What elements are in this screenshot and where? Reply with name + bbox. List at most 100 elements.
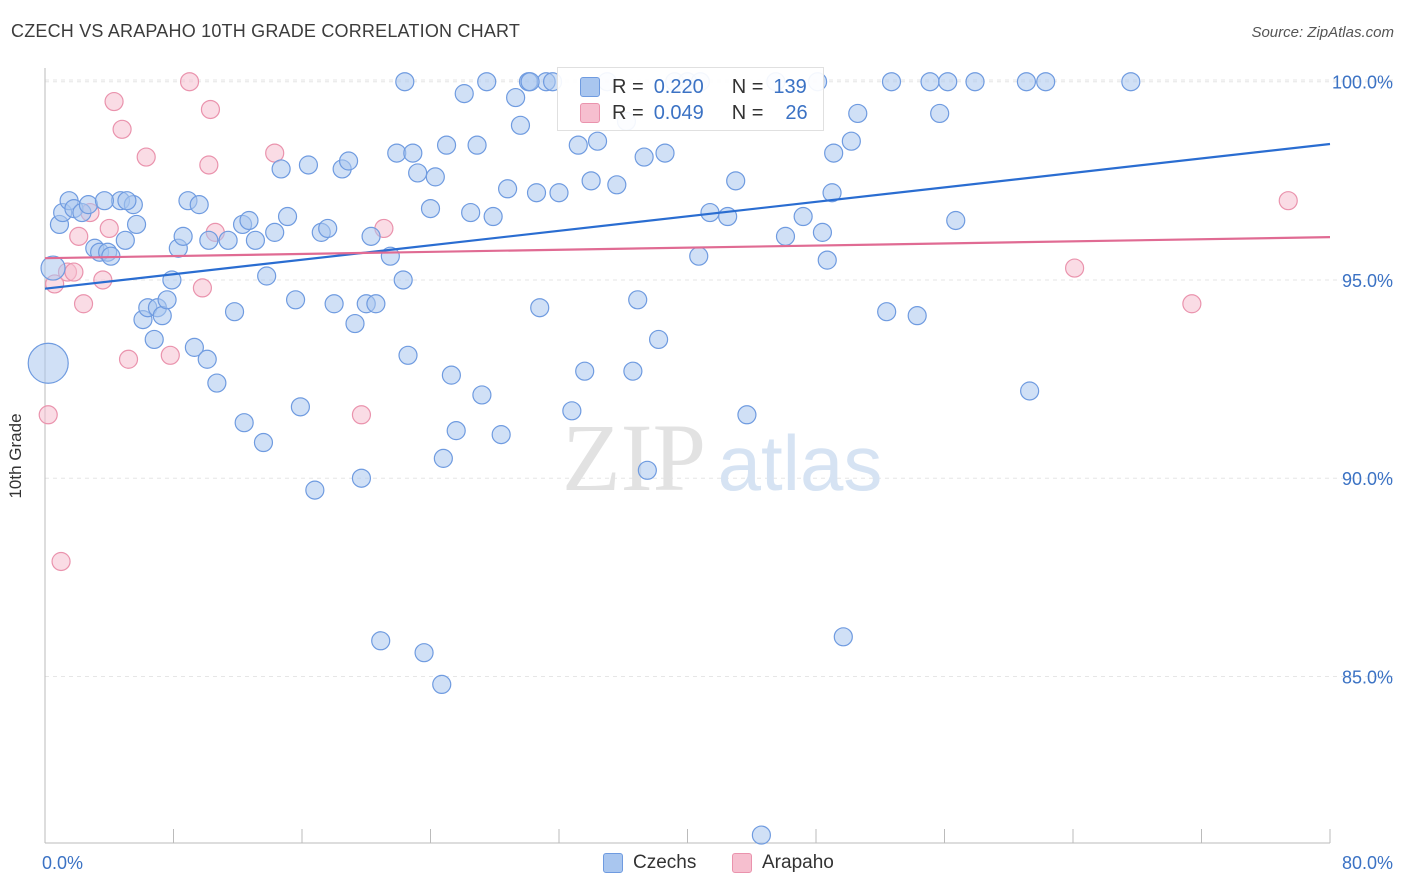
czechs-point xyxy=(224,302,245,322)
czechs-point xyxy=(726,171,746,191)
czechs-point xyxy=(218,230,238,250)
bottom-legend-arapaho[interactable]: Arapaho xyxy=(732,852,834,874)
arapaho-points xyxy=(38,72,1298,572)
czechs-point xyxy=(393,270,413,290)
arapaho-point xyxy=(1278,191,1298,211)
czechs-point xyxy=(648,329,669,350)
czechs-legend-label: Czechs xyxy=(633,852,697,873)
czechs-point xyxy=(361,226,381,246)
czechs-point xyxy=(907,306,927,326)
legend-n-label: N = xyxy=(731,75,764,98)
czechs-point xyxy=(793,206,813,227)
tick-labels: 85.0% 90.0% 95.0% 100.0% 0.0% 80.0% xyxy=(42,73,1393,873)
arapaho-point xyxy=(38,405,58,425)
arapaho-point xyxy=(351,405,372,425)
czechs-point xyxy=(510,115,531,135)
czechs-point xyxy=(414,643,434,663)
czechs-point xyxy=(634,147,654,167)
y-tick-label: 90.0% xyxy=(1342,469,1393,489)
czechs-point xyxy=(207,373,227,393)
bottom-legend-czechs[interactable]: Czechs xyxy=(603,852,696,874)
czechs-point xyxy=(144,329,164,350)
czechs-point xyxy=(1121,72,1141,92)
czechs-trend-line xyxy=(44,142,1331,290)
czechs-point xyxy=(387,143,407,163)
arapaho-swatch xyxy=(732,853,752,873)
czechs-point xyxy=(425,167,445,187)
x-tick-label: 80.0% xyxy=(1342,853,1393,873)
czechs-point xyxy=(420,199,441,219)
czechs-point xyxy=(298,155,319,175)
czechs-point xyxy=(433,448,453,468)
czechs-point xyxy=(184,337,204,357)
legend-r-value: 0.049 xyxy=(653,101,704,124)
czechs-point xyxy=(775,226,796,246)
czechs-point xyxy=(877,302,897,322)
czechs-point xyxy=(938,72,958,92)
legend-r-value: 0.220 xyxy=(653,75,704,98)
czechs-point xyxy=(371,631,391,651)
czechs-point xyxy=(290,397,310,417)
czechs-point xyxy=(520,72,540,92)
czechs-point xyxy=(575,361,595,381)
czechs-point xyxy=(398,345,418,365)
arapaho-point xyxy=(118,349,139,369)
czechs-point xyxy=(173,226,193,246)
czechs-point xyxy=(655,143,675,163)
czechs-point xyxy=(351,468,372,488)
legend-box: R = 0.220 N = 139 R = 0.049 N = 26 xyxy=(557,67,824,131)
czechs-point xyxy=(817,250,837,270)
czechs-point xyxy=(526,183,547,203)
czechs-point xyxy=(841,131,861,151)
czechs-point xyxy=(432,674,452,695)
czechs-point xyxy=(472,385,492,405)
arapaho-point xyxy=(99,218,119,239)
czechs-point xyxy=(189,195,209,215)
legend-r-label: R = xyxy=(612,101,644,124)
arapaho-point xyxy=(112,119,132,139)
chart-title: CZECH VS ARAPAHO 10TH GRADE CORRELATION … xyxy=(11,21,521,41)
czechs-point xyxy=(366,294,386,314)
axes xyxy=(44,68,1331,844)
x-tick-label: 0.0% xyxy=(42,853,83,873)
watermark: ZIP atlas xyxy=(562,404,882,511)
y-tick-label: 100.0% xyxy=(1332,73,1393,93)
czechs-point xyxy=(491,425,511,445)
czechs-point xyxy=(628,290,648,310)
y-tick-label: 85.0% xyxy=(1342,667,1393,687)
czechs-point xyxy=(257,266,277,286)
arapaho-swatch xyxy=(580,103,600,123)
czechs-point xyxy=(587,131,608,151)
czechs-point xyxy=(637,460,657,480)
czechs-point xyxy=(78,195,98,215)
legend-row-czechs: R = 0.220 N = 139 xyxy=(580,75,807,99)
czechs-point xyxy=(117,191,137,211)
czechs-point xyxy=(338,151,359,171)
arapaho-point xyxy=(179,72,200,92)
czechs-point xyxy=(607,175,627,195)
czechs-point xyxy=(345,313,365,334)
czechs-point xyxy=(881,72,902,92)
czechs-point xyxy=(623,361,643,381)
czechs-point xyxy=(234,413,254,433)
czechs-point xyxy=(737,405,757,425)
czechs-point xyxy=(930,103,950,124)
legend-n-value: 26 xyxy=(785,101,808,124)
czechs-point xyxy=(498,179,518,199)
arapaho-point xyxy=(1065,258,1085,278)
legend-row-arapaho: R = 0.049 N = 26 xyxy=(580,101,808,125)
czechs-point xyxy=(441,365,461,385)
czechs-point xyxy=(239,210,259,231)
arapaho-point xyxy=(51,551,71,572)
czechs-point xyxy=(946,210,966,231)
czechs-point xyxy=(253,432,274,453)
czechs-point xyxy=(581,171,601,191)
czechs-point xyxy=(562,401,582,421)
arapaho-point xyxy=(1182,294,1202,314)
czechs-point xyxy=(324,294,344,314)
czechs-point xyxy=(1016,72,1037,92)
czechs-point xyxy=(115,230,135,250)
arapaho-point xyxy=(160,345,180,365)
y-tick-label: 95.0% xyxy=(1342,271,1393,291)
